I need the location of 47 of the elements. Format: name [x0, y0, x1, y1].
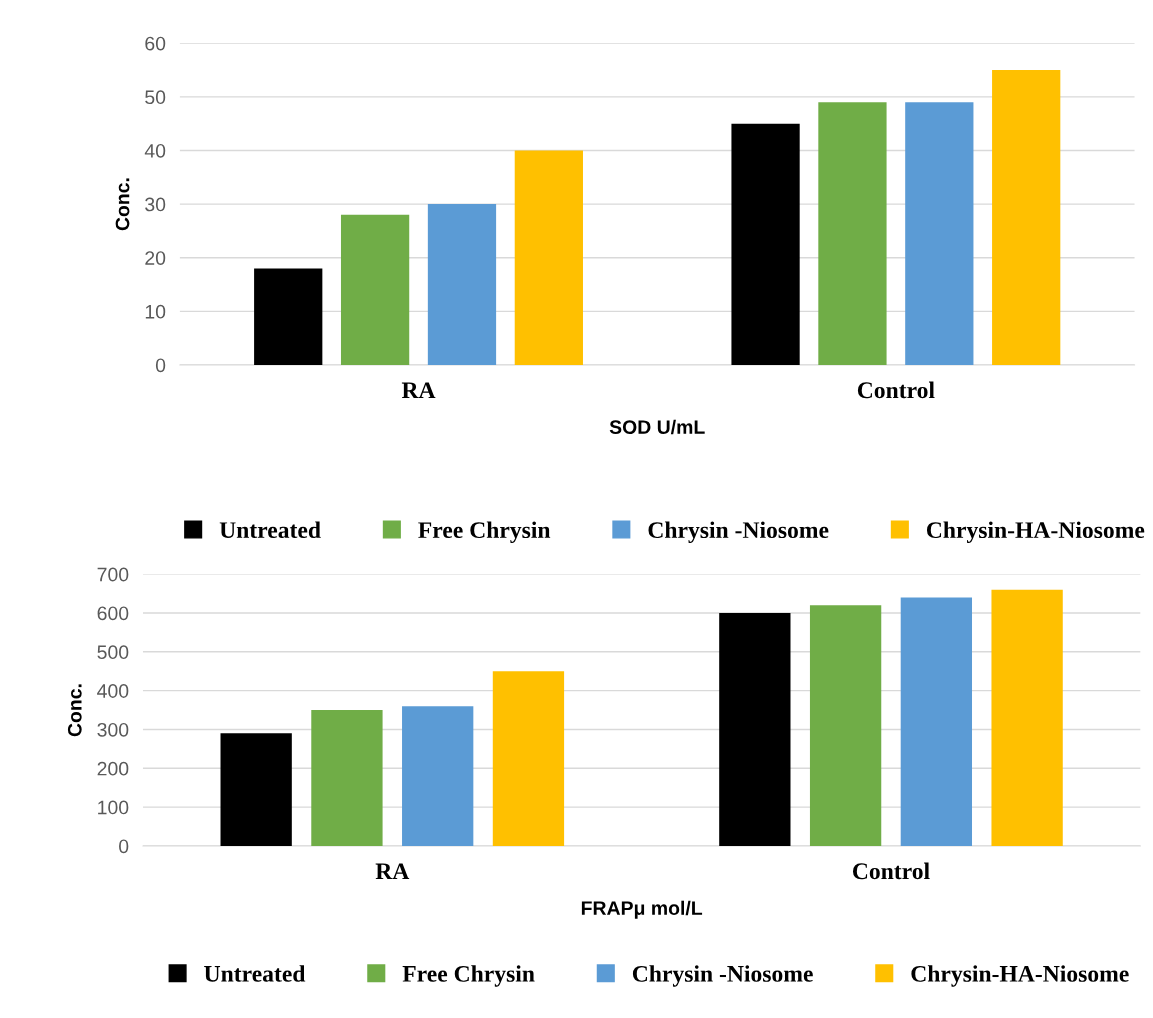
x-tick-label: RA	[401, 382, 436, 398]
y-tick-label: 0	[155, 358, 166, 373]
bar	[719, 612, 791, 846]
y-tick-label: 100	[98, 800, 129, 815]
y-tick-label: 0	[119, 839, 129, 854]
bar	[809, 605, 882, 846]
bar	[311, 710, 383, 846]
legend-label: Chrysin-HA-Niosome	[926, 521, 1145, 543]
legend-label: Free Chrysin	[418, 521, 551, 543]
bar	[402, 706, 474, 846]
bar	[220, 733, 292, 846]
y-tick-label: 500	[97, 645, 129, 660]
y-tick-label: 50	[145, 90, 166, 105]
x-axis-title: SOD U/mL	[609, 419, 705, 435]
y-tick-label: 200	[97, 761, 129, 776]
bar	[340, 214, 410, 365]
x-axis-title: FRAPμ mol/L	[581, 900, 703, 919]
legend-label: Chrysin-HA-Niosome	[911, 965, 1129, 987]
y-axis-title: Conc.	[67, 684, 82, 737]
legend-label: Free Chrysin	[402, 965, 535, 987]
y-tick-label: 400	[97, 684, 129, 698]
legend-label: Chrysin -Niosome	[648, 521, 829, 543]
bar	[900, 597, 973, 846]
bar	[492, 671, 565, 846]
y-tick-label: 20	[145, 251, 166, 265]
bar	[992, 70, 1061, 365]
bar	[905, 102, 974, 365]
bar	[427, 204, 497, 365]
bar	[818, 102, 887, 365]
bar	[731, 123, 800, 365]
bar	[991, 589, 1063, 846]
y-tick-label: 60	[145, 36, 166, 51]
bar	[254, 268, 323, 365]
x-tick-label: Control	[857, 381, 935, 399]
legend-label: Untreated	[219, 521, 321, 539]
y-tick-label: 10	[145, 304, 166, 319]
y-tick-label: 40	[144, 143, 166, 158]
y-tick-label: 300	[97, 722, 129, 737]
y-axis-title: Conc.	[115, 178, 130, 231]
legend-label: Chrysin -Niosome	[632, 965, 813, 987]
bar	[514, 150, 583, 365]
x-tick-label: Control	[852, 862, 930, 880]
y-tick-label: 600	[97, 606, 129, 621]
y-tick-label: 700	[97, 567, 129, 582]
y-tick-label: 30	[145, 197, 166, 212]
legend-label: Untreated	[204, 965, 306, 982]
x-tick-label: RA	[375, 863, 410, 880]
